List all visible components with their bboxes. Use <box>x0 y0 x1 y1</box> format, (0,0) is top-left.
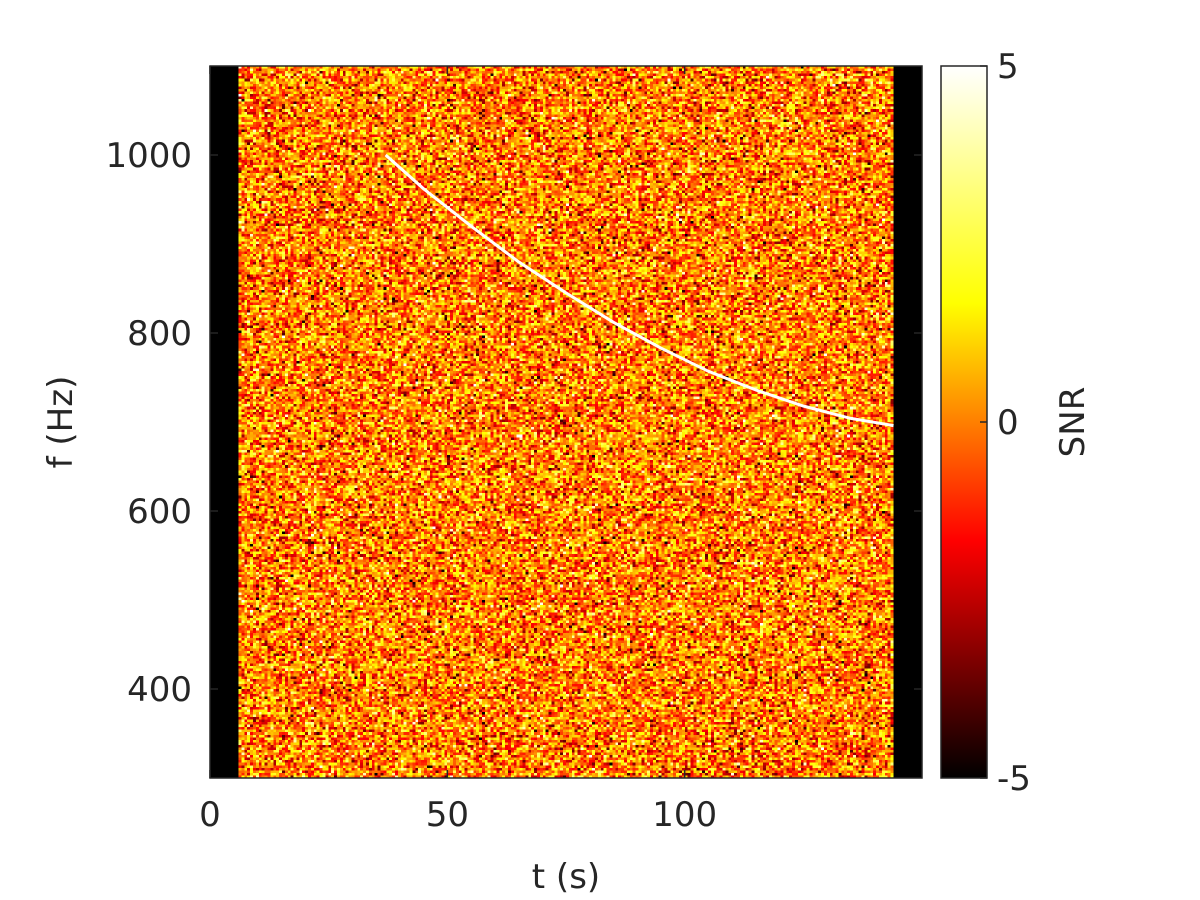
y-axis-ticks: 400 600 800 1000 <box>105 136 922 710</box>
plot-frame <box>209 65 923 779</box>
x-axis-ticks: 0 50 100 <box>199 66 717 835</box>
y-tick-label: 1000 <box>105 136 192 176</box>
signal-track-line <box>384 153 894 428</box>
colorbar-gradient <box>940 65 988 779</box>
y-tick-label: 800 <box>127 314 192 354</box>
colorbar-label: SNR <box>1053 387 1093 458</box>
spectrogram-heatmap <box>238 66 894 778</box>
colorbar: -5 0 5 SNR <box>940 47 1093 799</box>
y-tick-label: 600 <box>127 492 192 532</box>
colorbar-tick-label: -5 <box>997 759 1031 799</box>
colorbar-ticks: -5 0 5 <box>980 47 1031 799</box>
x-tick-label: 100 <box>652 795 717 835</box>
colorbar-tick-label: 0 <box>997 403 1019 443</box>
x-tick-label: 0 <box>199 795 221 835</box>
x-axis-label: t (s) <box>532 857 600 897</box>
y-tick-label: 400 <box>127 670 192 710</box>
x-tick-label: 50 <box>426 795 469 835</box>
plot-area: 0 50 100 400 600 800 1000 <box>105 65 923 835</box>
y-axis-label: f (Hz) <box>41 376 81 469</box>
colorbar-tick-label: 5 <box>997 47 1019 87</box>
